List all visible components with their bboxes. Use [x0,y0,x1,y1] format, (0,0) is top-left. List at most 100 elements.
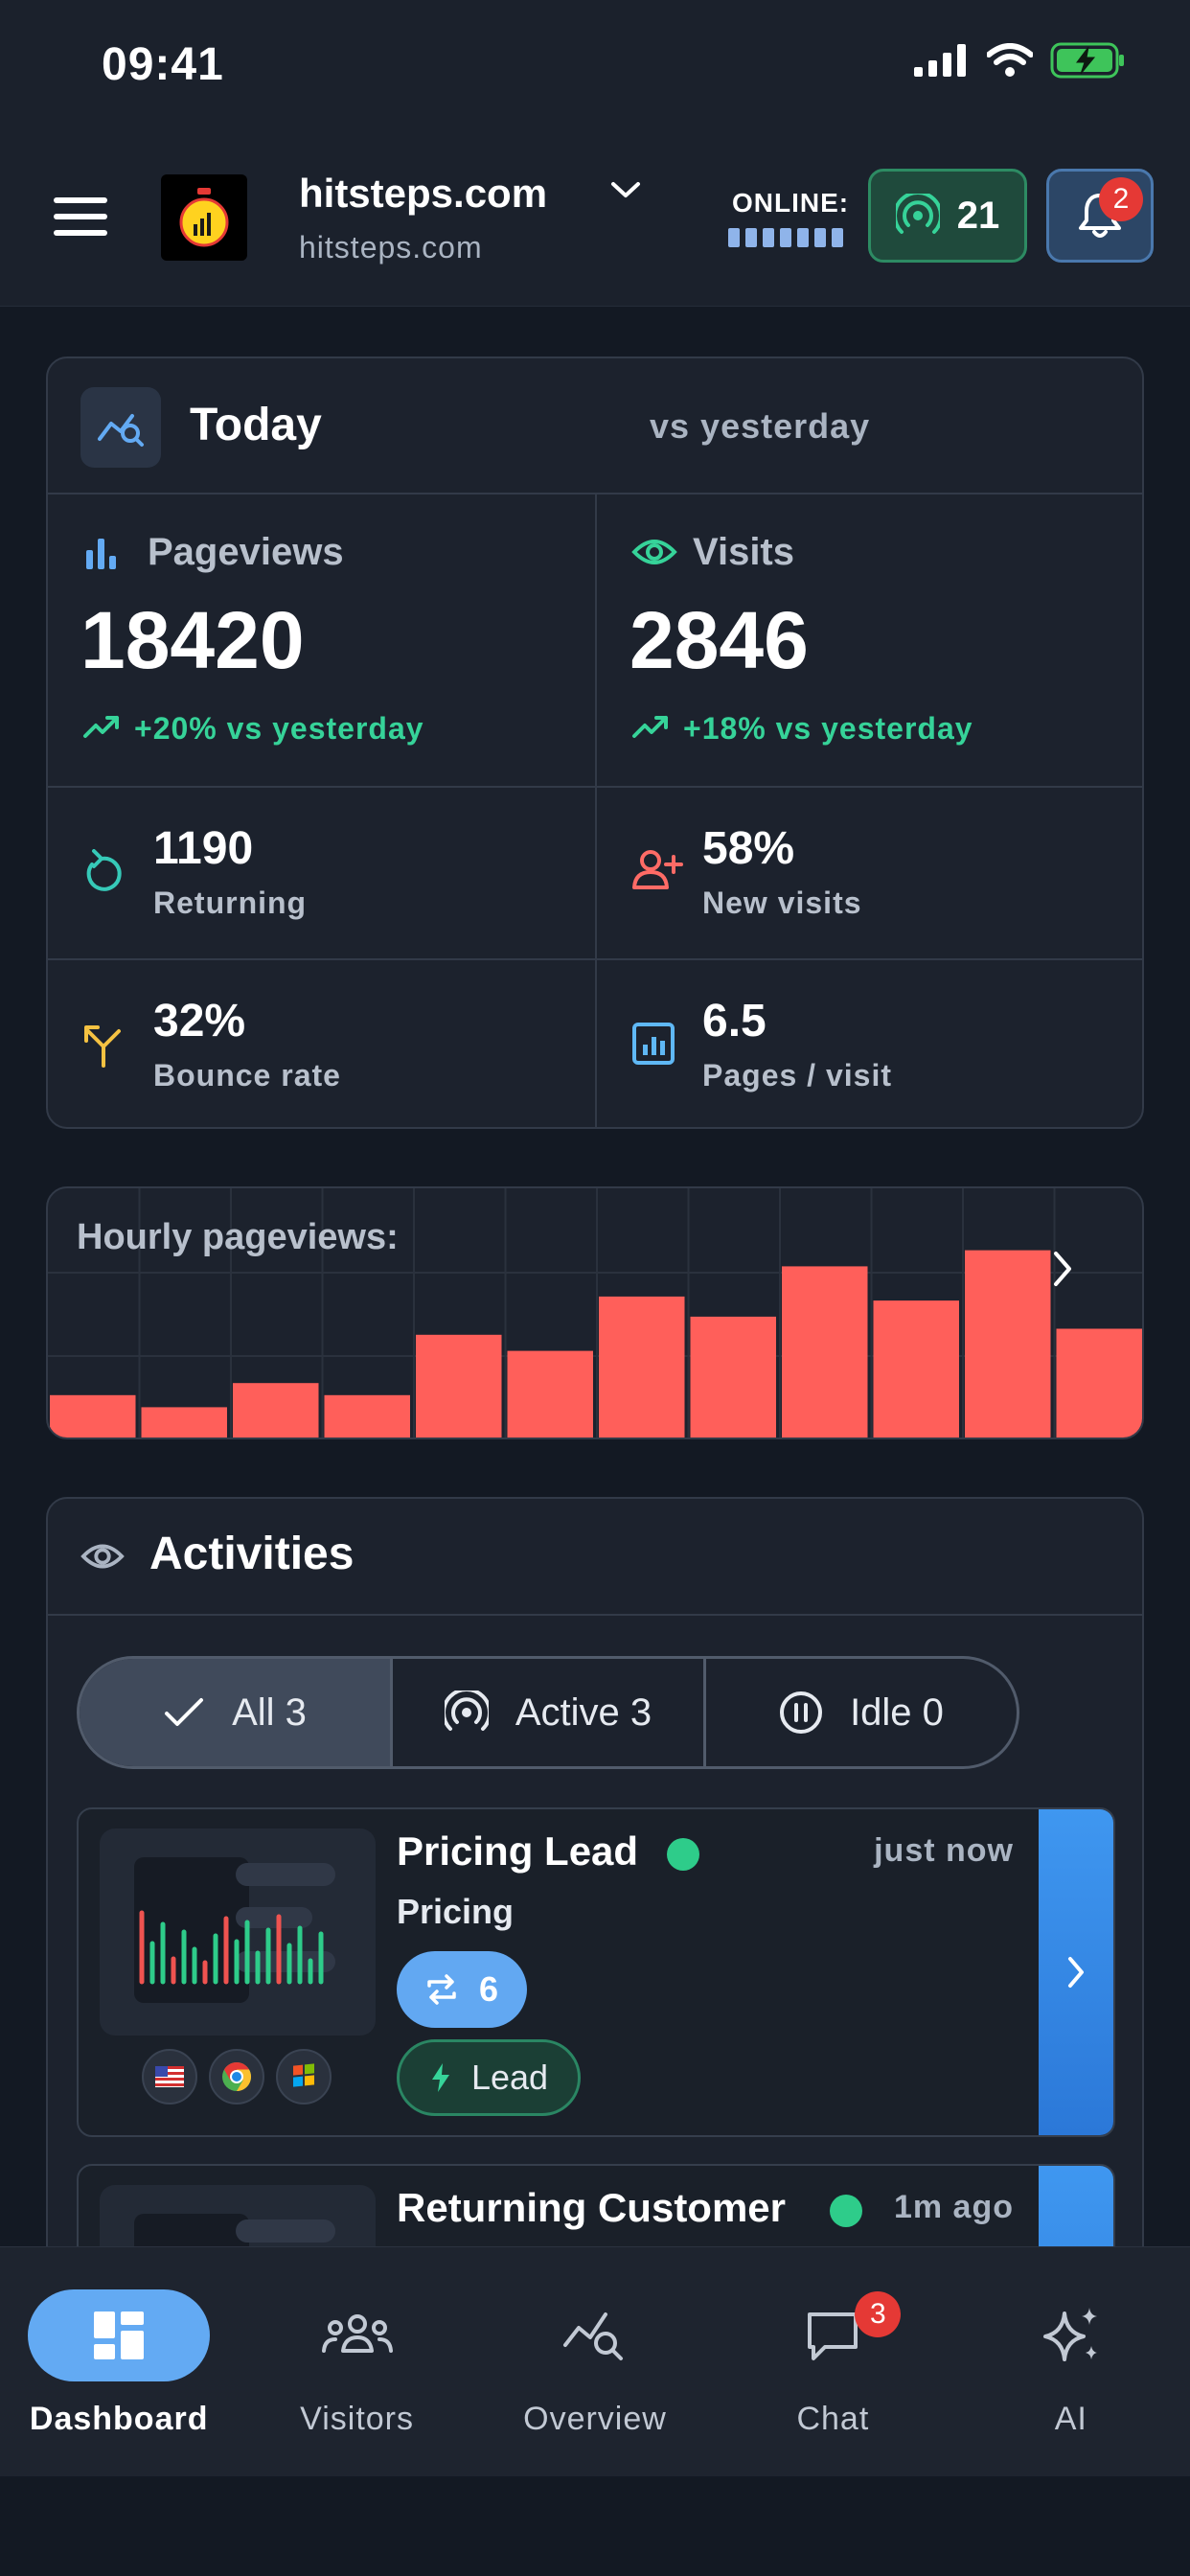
pause-circle-icon [780,1691,823,1734]
new-visits-label: New visits [702,886,862,920]
lead-tag-label: Lead [470,2058,549,2097]
activity-item[interactable]: Pricing Lead just now Pricing 6 Lead [77,1807,1115,2137]
filter-active[interactable]: Active 3 [390,1659,703,1766]
chrome-icon [209,2049,264,2104]
repeat-icon [427,1974,456,2005]
hourly-bar [1056,1328,1142,1438]
nav-overview-label: Overview [523,2401,667,2437]
pageviews-stat[interactable]: Pageviews 18420 +20% vs yesterday [48,494,595,786]
online-count: 21 [956,194,1000,237]
pageview-count: 6 [478,1969,499,2009]
hourly-bar [873,1300,959,1438]
hourly-bar [690,1316,776,1438]
pageviews-value: 18420 [80,595,305,685]
nav-overview[interactable]: Overview [476,2247,714,2476]
hourly-bar [507,1350,593,1438]
users-icon [266,2289,448,2381]
nav-chat-label: Chat [796,2401,870,2437]
hourly-bar [599,1296,685,1438]
nav-ai[interactable]: AI [952,2247,1190,2476]
new-visits-stat[interactable]: 58% New visits [595,788,1142,958]
returning-stat[interactable]: 1190 Returning [48,788,595,958]
site-logo[interactable] [161,174,247,261]
home-indicator-area [0,2476,1190,2576]
status-bar: 09:41 [0,0,1190,134]
lightning-icon [431,2063,449,2092]
eye-icon [631,540,677,564]
chat-badge: 3 [855,2291,902,2337]
pages-per-visit-value: 6.5 [702,996,767,1046]
chevron-right-icon[interactable] [1050,1250,1075,1288]
open-activity-button[interactable] [1039,1809,1113,2135]
page-thumbnail [100,1828,376,2036]
battery-charging-icon [1050,42,1124,79]
online-status-dot [667,1838,699,1871]
activities-header: Activities [48,1499,1142,1616]
pageview-count-pill[interactable]: 6 [397,1951,527,2028]
nav-dashboard[interactable]: Dashboard [0,2247,238,2476]
stopwatch-logo-icon [179,188,229,247]
hourly-bar [50,1394,136,1438]
bounce-rate-label: Bounce rate [153,1058,341,1092]
hourly-bar [782,1266,868,1438]
sparkles-icon [980,2289,1162,2381]
broadcast-icon [444,1690,489,1731]
hourly-bar [416,1334,502,1438]
notification-badge: 2 [1099,177,1143,221]
returning-label: Returning [153,886,308,920]
filter-active-label: Active 3 [515,1690,652,1734]
hourly-bar [965,1250,1051,1438]
hourly-bar [324,1394,410,1438]
dashboard-icon [28,2289,211,2381]
analytics-search-icon [504,2289,686,2381]
windows-icon [276,2049,332,2104]
pages-per-visit-label: Pages / visit [702,1058,892,1092]
visits-label: Visits [693,531,794,573]
bounce-rate-stat[interactable]: 32% Bounce rate [48,960,595,1127]
user-plus-icon [632,850,683,889]
online-sparkline [728,220,849,247]
filter-idle[interactable]: Idle 0 [703,1659,1017,1766]
report-chart-icon [632,1023,675,1065]
hourly-pageviews-chart [48,1188,1142,1438]
cellular-signal-icon [914,44,966,77]
hourly-title: Hourly pageviews: [77,1217,399,1257]
wifi-icon [987,43,1033,77]
compare-label: vs yesterday [650,406,871,446]
filter-idle-label: Idle 0 [850,1690,944,1734]
nav-ai-label: AI [1054,2401,1087,2437]
bar-chart-icon [86,539,116,569]
nav-chat[interactable]: 3 Chat [714,2247,951,2476]
status-icons [914,42,1127,79]
analytics-search-icon [80,387,161,468]
filter-all-label: All 3 [232,1690,307,1734]
lead-tag[interactable]: Lead [397,2039,581,2116]
trending-up-icon [83,716,119,738]
hourly-bar [233,1383,319,1438]
visits-stat[interactable]: Visits 2846 +18% vs yesterday [595,494,1142,786]
broadcast-icon [895,194,940,234]
online-visitors-button[interactable]: 21 [868,169,1027,263]
activity-page: Pricing [397,1892,515,1931]
nav-visitors[interactable]: Visitors [238,2247,475,2476]
trending-up-icon [632,716,668,738]
activities-title: Activities [149,1529,355,1579]
pageviews-label: Pageviews [148,531,344,573]
pageviews-delta: +20% vs yesterday [134,711,424,746]
chevron-down-icon[interactable] [609,178,642,201]
nav-dashboard-label: Dashboard [29,2401,209,2437]
notifications-button[interactable]: 2 [1046,169,1154,263]
eye-icon [80,1544,125,1569]
visits-delta: +18% vs yesterday [683,711,973,746]
today-stats-card: Today vs yesterday Pageviews 18420 +20% … [46,356,1144,1129]
top-app-bar: hitsteps.com hitsteps.com ONLINE: 21 2 [0,134,1190,307]
filter-all[interactable]: All 3 [80,1659,390,1766]
site-name[interactable]: hitsteps.com [299,171,548,216]
split-arrow-icon [84,1025,121,1068]
returning-value: 1190 [153,823,254,874]
refresh-icon [86,849,122,891]
activity-time: just now [874,1832,1014,1869]
hourly-pageviews-card[interactable]: Hourly pageviews: [46,1186,1144,1439]
pages-per-visit-stat[interactable]: 6.5 Pages / visit [595,960,1142,1127]
menu-icon[interactable] [54,197,107,240]
